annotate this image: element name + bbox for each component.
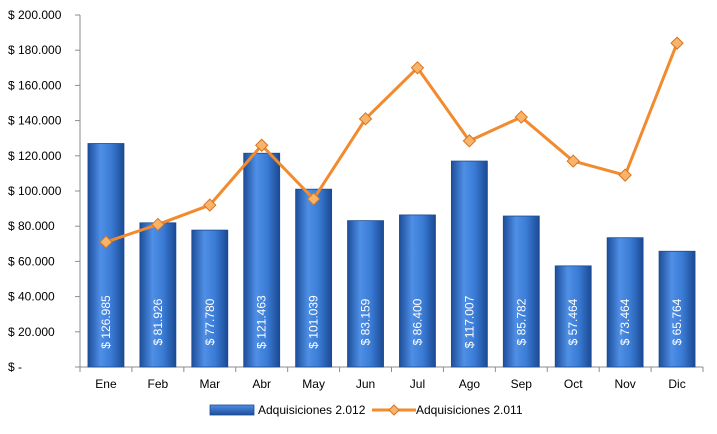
line-point-marker bbox=[99, 235, 113, 249]
legend: Adquisiciones 2.012 Adquisiciones 2.011 bbox=[209, 403, 523, 417]
bar bbox=[295, 188, 333, 368]
bar-data-label: $ 121.463 bbox=[255, 295, 269, 349]
line-point-marker bbox=[151, 217, 165, 232]
line-point-marker bbox=[618, 168, 632, 182]
x-tick-label: Sep bbox=[511, 377, 533, 391]
line-point-marker bbox=[358, 112, 373, 126]
x-tick-label: Oct bbox=[564, 377, 583, 391]
legend-swatch-marker bbox=[388, 404, 400, 416]
x-tick-label: Feb bbox=[148, 377, 169, 391]
legend-label: Adquisiciones 2.011 bbox=[416, 403, 523, 417]
bar bbox=[347, 220, 384, 368]
bar bbox=[191, 229, 229, 368]
y-tick-label: $ 180.000 bbox=[8, 43, 62, 57]
y-tick-label: $ 60.000 bbox=[8, 254, 55, 268]
x-tick-label: Nov bbox=[614, 377, 635, 391]
y-tick-label: $ - bbox=[8, 360, 22, 374]
line-point-marker bbox=[255, 138, 269, 152]
line-point-marker bbox=[514, 110, 528, 124]
y-tick-label: $ 40.000 bbox=[8, 290, 55, 304]
line-series bbox=[99, 36, 684, 249]
bar-data-label: $ 77.780 bbox=[203, 298, 217, 345]
x-tick-label: Mar bbox=[199, 377, 220, 391]
bar-data-label: $ 73.464 bbox=[618, 298, 632, 345]
bar-data-label: $ 65.764 bbox=[670, 298, 684, 345]
x-tick-label: May bbox=[302, 377, 325, 391]
line-point-marker bbox=[566, 154, 580, 168]
line-point-marker bbox=[670, 36, 684, 50]
y-tick-label: $ 20.000 bbox=[8, 325, 55, 339]
line-series-path bbox=[105, 42, 679, 244]
bar bbox=[450, 160, 488, 368]
x-tick-label: Dic bbox=[668, 377, 685, 391]
x-tick-label: Abr bbox=[252, 377, 271, 391]
y-tick-label: $ 200.000 bbox=[8, 8, 62, 22]
bar bbox=[554, 265, 592, 368]
bar bbox=[87, 143, 125, 368]
bar-data-label: $ 101.039 bbox=[307, 295, 321, 349]
line-point-marker bbox=[410, 61, 425, 75]
bar bbox=[502, 215, 540, 368]
legend-label: Adquisiciones 2.012 bbox=[258, 403, 366, 417]
y-tick-label: $ 120.000 bbox=[8, 149, 62, 163]
bar-data-label: $ 117.007 bbox=[462, 295, 476, 348]
bar-data-label: $ 57.464 bbox=[566, 298, 580, 345]
line-point-marker bbox=[306, 192, 321, 206]
y-tick-label: $ 140.000 bbox=[8, 114, 62, 128]
x-tick-label: Jun bbox=[356, 377, 375, 391]
bar bbox=[399, 214, 436, 368]
bar-series: $ 126.985 $ 81.926 $ 77.780 $ 121.463 $ 101.… bbox=[87, 143, 696, 368]
bar-data-label: $ 85.782 bbox=[514, 298, 528, 345]
axes: $ - $ 20.000 $ 40.000 $ 60.000 $ 80.000 $ 100… bbox=[8, 8, 704, 391]
line-point-marker bbox=[203, 198, 217, 212]
x-tick-label: Ene bbox=[95, 377, 117, 391]
y-tick-label: $ 80.000 bbox=[8, 219, 55, 233]
bar-data-label: $ 83.159 bbox=[359, 298, 373, 345]
legend-swatch-bar bbox=[209, 404, 255, 416]
y-tick-label: $ 100.000 bbox=[8, 184, 62, 198]
y-tick-label: $ 160.000 bbox=[8, 78, 62, 92]
bar-data-label: $ 81.926 bbox=[151, 298, 165, 345]
bar-data-label: $ 126.985 bbox=[99, 295, 113, 349]
bar bbox=[606, 237, 644, 368]
bar bbox=[658, 250, 696, 368]
bar bbox=[243, 152, 281, 368]
line-point-marker bbox=[462, 134, 477, 148]
bar-data-label: $ 86.400 bbox=[410, 298, 424, 345]
x-tick-label: Ago bbox=[459, 377, 481, 391]
x-tick-label: Jul bbox=[410, 377, 425, 391]
